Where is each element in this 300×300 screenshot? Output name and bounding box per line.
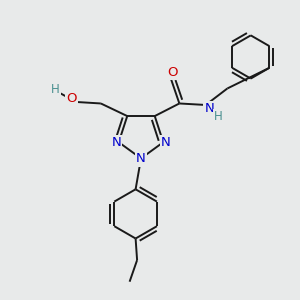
Text: N: N xyxy=(136,152,146,166)
Text: O: O xyxy=(67,92,77,105)
Text: H: H xyxy=(51,83,60,97)
Text: N: N xyxy=(161,136,170,149)
Text: N: N xyxy=(205,102,214,115)
Text: O: O xyxy=(167,66,178,79)
Text: N: N xyxy=(112,136,121,149)
Text: H: H xyxy=(214,110,223,123)
